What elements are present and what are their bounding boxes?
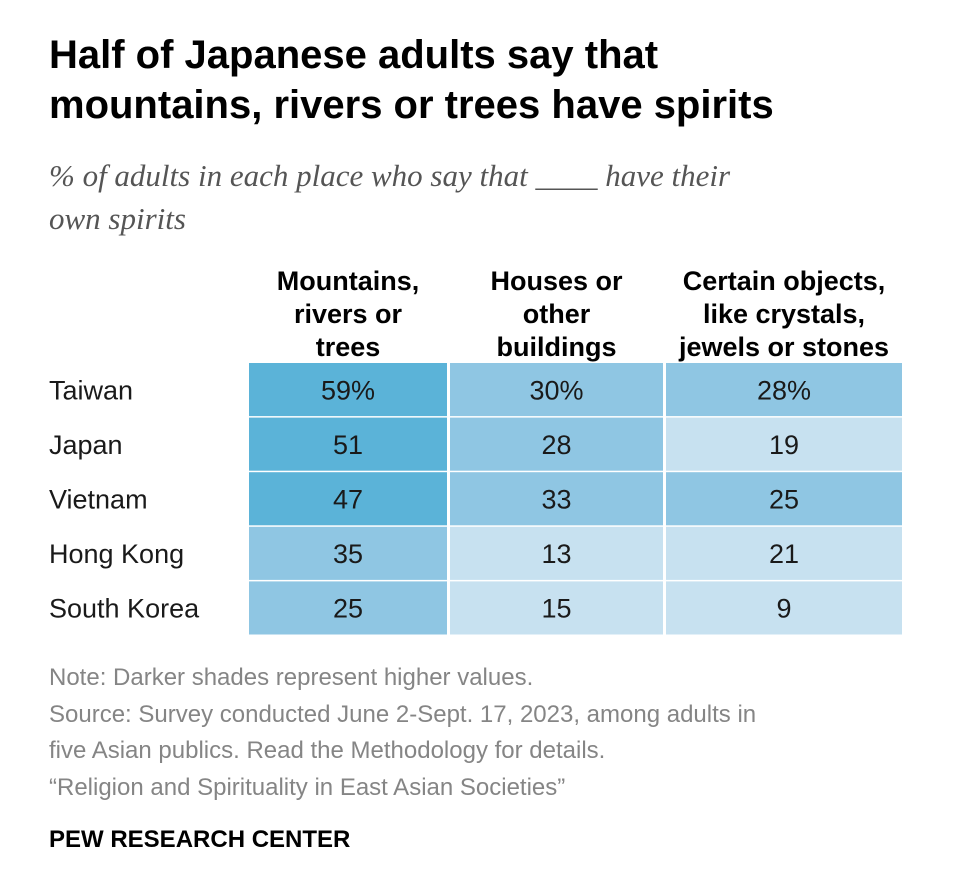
row-label: South Korea bbox=[49, 594, 200, 624]
row-label: Vietnam bbox=[49, 485, 148, 515]
brand-label: PEW RESEARCH CENTER bbox=[49, 826, 351, 853]
heatmap-cell bbox=[666, 581, 902, 635]
heatmap-cell bbox=[450, 417, 663, 471]
row-label: Japan bbox=[49, 430, 123, 460]
column-header-line: like crystals, bbox=[703, 299, 865, 329]
heatmap-cell bbox=[249, 417, 447, 471]
cell-value-label: 9 bbox=[776, 594, 791, 624]
heatmap-cell bbox=[249, 581, 447, 635]
heatmap-cell bbox=[666, 472, 902, 526]
column-header-line: other bbox=[523, 299, 591, 329]
column-header-line: buildings bbox=[497, 332, 617, 362]
column-header-line: jewels or stones bbox=[678, 332, 889, 362]
cell-value-label: 33 bbox=[541, 485, 571, 515]
notes-block: Note: Darker shades represent higher val… bbox=[49, 660, 929, 806]
source-line-2: five Asian publics. Read the Methodology… bbox=[49, 737, 606, 764]
cell-value-label: 25 bbox=[333, 594, 363, 624]
heatmap-cell bbox=[666, 417, 902, 471]
title-line-1: Half of Japanese adults say that bbox=[49, 33, 659, 77]
cell-value-label: 28% bbox=[757, 375, 811, 405]
row-label: Taiwan bbox=[49, 375, 133, 405]
heatmap-cell bbox=[450, 363, 663, 417]
chart-subtitle: % of adults in each place who say that _… bbox=[49, 154, 899, 240]
heatmap-cell bbox=[249, 526, 447, 580]
cell-value-label: 13 bbox=[541, 539, 571, 569]
cell-value-label: 35 bbox=[333, 539, 363, 569]
heatmap-cell bbox=[666, 363, 902, 417]
cell-value-label: 28 bbox=[541, 430, 571, 460]
subtitle-line-2: own spirits bbox=[49, 201, 186, 236]
report-title: “Religion and Spirituality in East Asian… bbox=[49, 773, 566, 801]
column-header-line: Certain objects, bbox=[683, 266, 886, 296]
column-header-line: Mountains, bbox=[277, 266, 420, 296]
cell-value-label: 30% bbox=[529, 375, 583, 405]
column-header-line: trees bbox=[316, 332, 381, 362]
cell-value-label: 19 bbox=[769, 430, 799, 460]
title-line-2: mountains, rivers or trees have spirits bbox=[49, 83, 774, 127]
heatmap-cell bbox=[249, 472, 447, 526]
subtitle-line-1: % of adults in each place who say that _… bbox=[49, 158, 731, 193]
chart-title: Half of Japanese adults say that mountai… bbox=[49, 30, 929, 130]
row-label: Hong Kong bbox=[49, 539, 184, 569]
source-line-1: Source: Survey conducted June 2-Sept. 17… bbox=[49, 700, 757, 728]
heatmap-cell bbox=[450, 526, 663, 580]
heatmap-cell bbox=[249, 363, 447, 417]
cell-value-label: 47 bbox=[333, 485, 363, 515]
heatmap-cell bbox=[450, 581, 663, 635]
cell-value-label: 15 bbox=[541, 594, 571, 624]
cell-value-label: 21 bbox=[769, 539, 799, 569]
heatmap-cell bbox=[450, 472, 663, 526]
cell-value-label: 25 bbox=[769, 485, 799, 515]
column-header-line: rivers or bbox=[294, 299, 403, 329]
note-text: Note: Darker shades represent higher val… bbox=[49, 664, 534, 691]
column-header-line: Houses or bbox=[490, 266, 623, 296]
heatmap-cell bbox=[666, 526, 902, 580]
cell-value-label: 59% bbox=[321, 375, 375, 405]
cell-value-label: 51 bbox=[333, 430, 363, 460]
